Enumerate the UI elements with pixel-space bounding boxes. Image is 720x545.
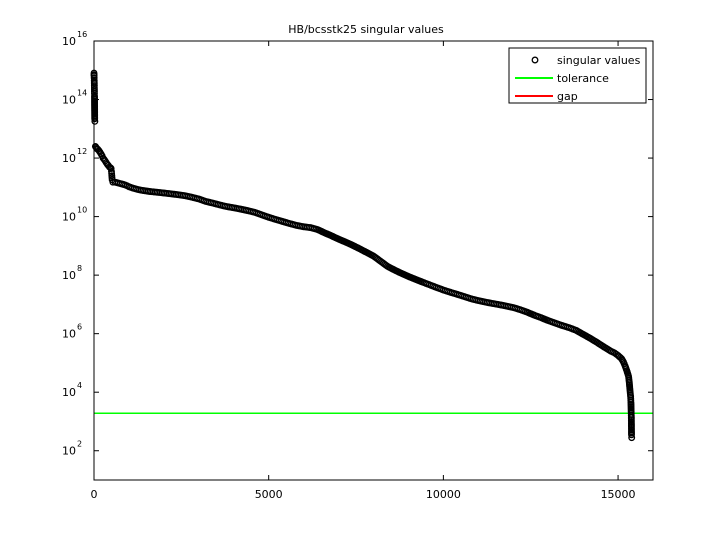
y-tick-label-base: 10 [62,328,76,341]
x-tick-label: 15000 [601,488,636,501]
y-tick-label-base: 10 [62,445,76,458]
y-tick-label-exponent: 4 [77,381,82,390]
y-tick-label-exponent: 2 [77,440,82,449]
y-tick-label-base: 10 [62,269,76,282]
y-tick-label-exponent: 8 [77,264,82,273]
legend: singular values tolerance gap [508,47,647,104]
singular-value-point [91,115,99,123]
legend-marker-singular-values [531,56,539,64]
y-tick-label-base: 10 [62,35,76,48]
y-tick-label-base: 10 [62,386,76,399]
plot-area-frame [93,40,654,481]
legend-label-gap: gap [557,90,578,103]
y-tick-label-exponent: 16 [77,30,87,39]
singular-value-point [628,434,636,442]
singular-value-point [91,117,99,125]
y-tick-label-base: 10 [62,211,76,224]
y-tick-label-base: 10 [62,152,76,165]
x-tick-label: 0 [91,488,98,501]
chart-title: HB/bcsstk25 singular values [288,23,444,36]
y-tick-label-exponent: 6 [77,323,82,332]
data-layer [90,69,653,442]
y-tick-label-exponent: 12 [77,147,87,156]
x-tick-label: 10000 [426,488,461,501]
y-tick-label-exponent: 14 [77,89,87,98]
axes-layer: 0 5000 10000 150001021041061081010101210141… [62,30,653,501]
y-tick-label-exponent: 10 [77,206,87,215]
legend-box [508,47,647,104]
y-tick-label-base: 10 [62,94,76,107]
x-tick-label: 5000 [255,488,283,501]
singular-value-point [628,431,635,439]
legend-label-singular-values: singular values [557,54,641,67]
legend-label-tolerance: tolerance [557,72,609,85]
